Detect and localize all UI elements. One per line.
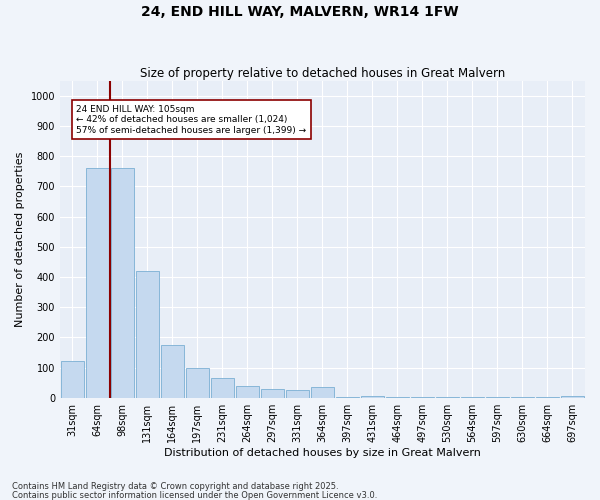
Y-axis label: Number of detached properties: Number of detached properties [15,152,25,327]
Bar [361,396,384,398]
Bar [511,397,534,398]
Bar [461,397,484,398]
Title: Size of property relative to detached houses in Great Malvern: Size of property relative to detached ho… [140,66,505,80]
Bar [161,345,184,398]
Bar [236,386,259,398]
Text: Contains public sector information licensed under the Open Government Licence v3: Contains public sector information licen… [12,490,377,500]
Bar [136,271,158,398]
Bar [86,168,109,398]
Text: Contains HM Land Registry data © Crown copyright and database right 2025.: Contains HM Land Registry data © Crown c… [12,482,338,491]
Text: 24 END HILL WAY: 105sqm
← 42% of detached houses are smaller (1,024)
57% of semi: 24 END HILL WAY: 105sqm ← 42% of detache… [76,105,306,134]
Bar [311,387,334,398]
Bar [486,397,509,398]
Bar [411,397,434,398]
Bar [436,397,459,398]
Bar [386,397,409,398]
Bar [211,378,233,398]
Bar [186,368,209,398]
Bar [286,390,309,398]
Bar [536,397,559,398]
Bar [561,396,584,398]
X-axis label: Distribution of detached houses by size in Great Malvern: Distribution of detached houses by size … [164,448,481,458]
Bar [261,388,284,398]
Bar [111,168,134,398]
Bar [336,397,359,398]
Text: 24, END HILL WAY, MALVERN, WR14 1FW: 24, END HILL WAY, MALVERN, WR14 1FW [141,5,459,19]
Bar [61,362,83,398]
